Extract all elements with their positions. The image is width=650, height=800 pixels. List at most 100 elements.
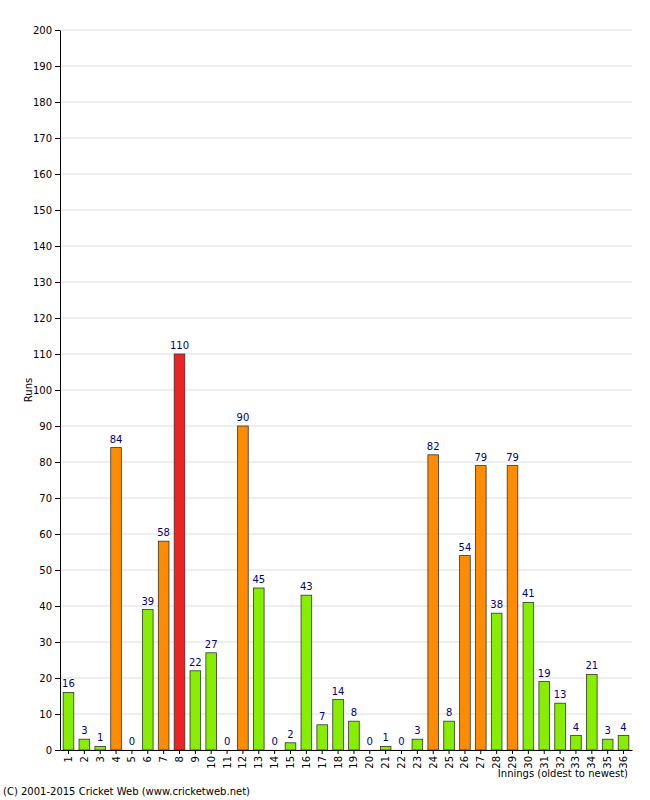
y-tick-label: 170 [33,133,52,144]
y-tick-mark [55,606,60,607]
bar [444,721,455,750]
x-tick: 5 [126,750,137,762]
x-tick-label: 26 [459,756,470,769]
x-tick-mark [591,750,592,754]
x-tick: 29 [507,750,518,769]
y-tick-mark [55,570,60,571]
y-tick-label: 150 [33,205,52,216]
y-tick-mark [55,246,60,247]
x-tick-label: 20 [364,756,375,769]
x-tick: 25 [444,750,455,769]
y-tick: 120 [33,313,60,324]
x-tick-mark [211,750,212,754]
y-tick: 50 [39,565,60,576]
bar [349,721,360,750]
bar [142,610,153,750]
data-label: 2 [287,729,293,740]
data-label: 1 [382,732,388,743]
x-tick-label: 22 [396,756,407,769]
x-axis-line [61,750,633,751]
x-tick-label: 24 [428,756,439,769]
y-tick-mark [55,750,60,751]
x-tick-mark [528,750,529,754]
x-tick-mark [353,750,354,754]
data-label: 0 [271,736,277,747]
x-tick-mark [385,750,386,754]
x-tick: 15 [285,750,296,769]
grid-line [60,498,632,499]
x-tick: 19 [348,750,359,769]
x-tick-mark [290,750,291,754]
x-tick: 6 [142,750,153,762]
bar [238,426,249,750]
x-tick-label: 14 [269,756,280,769]
data-label: 4 [573,722,579,733]
bar [317,725,328,750]
x-tick-mark [369,750,370,754]
y-tick: 100 [33,385,60,396]
x-tick: 2 [79,750,90,762]
x-tick: 22 [396,750,407,769]
y-tick: 150 [33,205,60,216]
x-tick-label: 9 [190,756,201,762]
x-tick-label: 13 [253,756,264,769]
x-tick: 28 [491,750,502,769]
y-tick-label: 70 [39,493,52,504]
x-tick-label: 12 [237,756,248,769]
copyright: (C) 2001-2015 Cricket Web (www.cricketwe… [3,786,250,797]
grid-line [60,318,632,319]
data-label: 58 [157,527,170,538]
y-tick-label: 20 [39,673,52,684]
x-tick: 7 [158,750,169,762]
y-tick-label: 160 [33,169,52,180]
x-tick-mark [480,750,481,754]
x-tick-label: 2 [79,756,90,762]
y-tick-mark [55,390,60,391]
x-tick-label: 29 [507,756,518,769]
x-tick: 27 [475,750,486,769]
y-tick-label: 0 [46,745,52,756]
bar [586,674,597,750]
grid-line [60,174,632,175]
x-tick: 34 [586,750,597,769]
y-tick-label: 200 [33,25,52,36]
y-tick-mark [55,498,60,499]
y-tick-mark [55,318,60,319]
x-tick: 31 [539,750,550,769]
x-tick-mark [433,750,434,754]
bar [158,541,169,750]
chart: 0102030405060708090100110120130140150160… [0,0,650,800]
x-tick-label: 17 [317,756,328,769]
y-tick-mark [55,66,60,67]
data-label: 45 [252,574,265,585]
bar [333,700,344,750]
y-axis-line [60,31,61,751]
x-tick-mark [147,750,148,754]
bars [63,354,629,750]
x-tick-mark [306,750,307,754]
y-tick: 170 [33,133,60,144]
data-label: 8 [351,707,357,718]
y-tick-label: 30 [39,637,52,648]
x-tick: 3 [95,750,106,762]
data-label: 22 [189,657,202,668]
y-tick: 130 [33,277,60,288]
data-label: 38 [490,599,503,610]
bar [174,354,185,750]
y-tick: 90 [39,421,60,432]
x-tick-label: 32 [555,756,566,769]
x-tick-mark [163,750,164,754]
x-tick: 17 [317,750,328,769]
x-tick-label: 3 [95,756,106,762]
y-tick: 180 [33,97,60,108]
x-tick-label: 11 [222,756,233,769]
y-tick: 30 [39,637,60,648]
x-tick-mark [274,750,275,754]
data-label: 79 [506,452,519,463]
x-tick-mark [100,750,101,754]
x-tick: 35 [602,750,613,769]
y-tick: 20 [39,673,60,684]
y-tick-label: 140 [33,241,52,252]
x-tick: 4 [111,750,122,762]
bar [428,455,439,750]
